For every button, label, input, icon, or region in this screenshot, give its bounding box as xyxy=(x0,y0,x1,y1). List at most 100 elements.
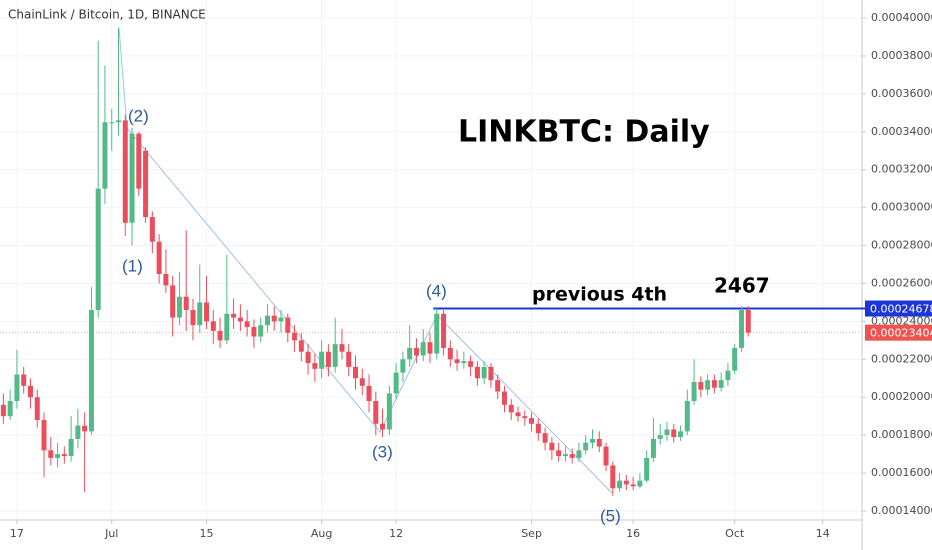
candle-body xyxy=(264,315,270,326)
y-tick-label: 0.00018000 xyxy=(871,428,932,441)
candle-body xyxy=(95,188,101,311)
x-tick-label: 14 xyxy=(816,527,830,540)
candle-body xyxy=(352,366,358,379)
chart-title: ChainLink / Bitcoin, 1D, BINANCE xyxy=(8,8,206,22)
x-tick-label: 16 xyxy=(626,527,640,540)
x-tick-label: Oct xyxy=(725,527,745,540)
candle-body xyxy=(102,122,108,189)
candle-body xyxy=(711,380,717,388)
wave-label: (3) xyxy=(372,442,393,461)
candle-body xyxy=(725,370,731,381)
candle-body xyxy=(441,313,447,348)
candle-body xyxy=(461,361,467,364)
candle-body xyxy=(380,423,386,430)
y-tick-label: 0.00034000 xyxy=(871,125,932,138)
x-tick-label: 12 xyxy=(389,527,403,540)
candle-body xyxy=(684,401,690,432)
candle-body xyxy=(332,344,338,367)
candle-body xyxy=(495,380,501,392)
candle-body xyxy=(319,351,325,369)
price-tag xyxy=(865,324,932,341)
price-tag-label: 0.00024678 xyxy=(870,303,932,316)
candle-body xyxy=(68,438,74,457)
wave-label: (5) xyxy=(600,506,621,525)
candle-body xyxy=(407,347,413,360)
wave-label: (2) xyxy=(128,106,149,125)
candle-body xyxy=(0,404,6,417)
candle-body xyxy=(75,425,81,439)
y-tick-label: 0.00022000 xyxy=(871,352,932,365)
y-tick-label: 0.00032000 xyxy=(871,163,932,176)
candle-body xyxy=(292,332,298,341)
level-label: previous 4th xyxy=(532,284,667,306)
candle-body xyxy=(610,465,616,489)
candle-body xyxy=(224,313,230,341)
candle-body xyxy=(156,241,162,274)
candle-body xyxy=(82,425,88,432)
wave-label: (1) xyxy=(122,256,143,275)
candle-body xyxy=(386,393,392,430)
candle-body xyxy=(149,217,155,242)
candle-body xyxy=(41,419,47,451)
candle-body xyxy=(650,438,656,458)
y-tick-label: 0.00030000 xyxy=(871,201,932,214)
candle-body xyxy=(27,385,33,398)
candle-body xyxy=(21,374,27,386)
candle-body xyxy=(549,442,555,451)
candle-body xyxy=(115,120,121,123)
candle-body xyxy=(596,438,602,447)
candle-body xyxy=(163,273,169,286)
x-tick-label: Aug xyxy=(311,527,332,540)
x-tick-label: Sep xyxy=(521,527,542,540)
candle-body xyxy=(468,361,474,367)
candle-body xyxy=(312,363,318,369)
y-tick-label: 0.00016000 xyxy=(871,466,932,479)
candle-body xyxy=(129,133,135,223)
level-note: 2467 xyxy=(714,274,770,298)
candle-body xyxy=(190,310,196,326)
candle-body xyxy=(88,310,94,432)
candle-body xyxy=(657,435,663,439)
candle-body xyxy=(603,446,609,466)
x-tick-label: Jul xyxy=(104,527,118,540)
candle-body xyxy=(671,429,677,438)
levels xyxy=(0,307,932,334)
candle-body xyxy=(143,150,149,218)
candle-body xyxy=(583,442,589,451)
candle-body xyxy=(522,416,528,419)
candle-body xyxy=(678,431,684,438)
candle-body xyxy=(109,122,115,124)
y-tick-label: 0.00024000 xyxy=(871,314,932,327)
candle-body xyxy=(447,347,453,360)
price-tags: 0.00024678 0.00023404 xyxy=(865,300,932,341)
candle-body xyxy=(359,378,365,386)
wave-label: (4) xyxy=(426,281,447,300)
candle-body xyxy=(176,296,182,318)
candle-body xyxy=(400,359,406,373)
candle-body xyxy=(393,372,399,394)
candle-body xyxy=(258,325,264,337)
price-tag-label: 0.00023404 xyxy=(870,327,932,340)
candle-body xyxy=(339,344,345,352)
candle-body xyxy=(637,480,643,487)
candle-body xyxy=(55,454,61,458)
candle-body xyxy=(420,342,426,356)
candle-body xyxy=(14,374,20,402)
candle-body xyxy=(630,484,636,487)
candle-body xyxy=(576,450,582,458)
candle-body xyxy=(623,480,629,485)
candle-body xyxy=(271,315,277,322)
candle-body xyxy=(535,423,541,434)
candle-body xyxy=(237,317,243,322)
candle-body xyxy=(170,285,176,318)
candle-body xyxy=(413,347,419,356)
candle-body xyxy=(691,382,697,402)
candle-body xyxy=(718,380,724,388)
y-tick-label: 0.00040000 xyxy=(871,11,932,24)
candle-body xyxy=(210,321,216,331)
y-tick-label: 0.00026000 xyxy=(871,276,932,289)
candle-body xyxy=(278,317,284,322)
candles xyxy=(0,27,751,496)
candle-body xyxy=(244,321,250,328)
